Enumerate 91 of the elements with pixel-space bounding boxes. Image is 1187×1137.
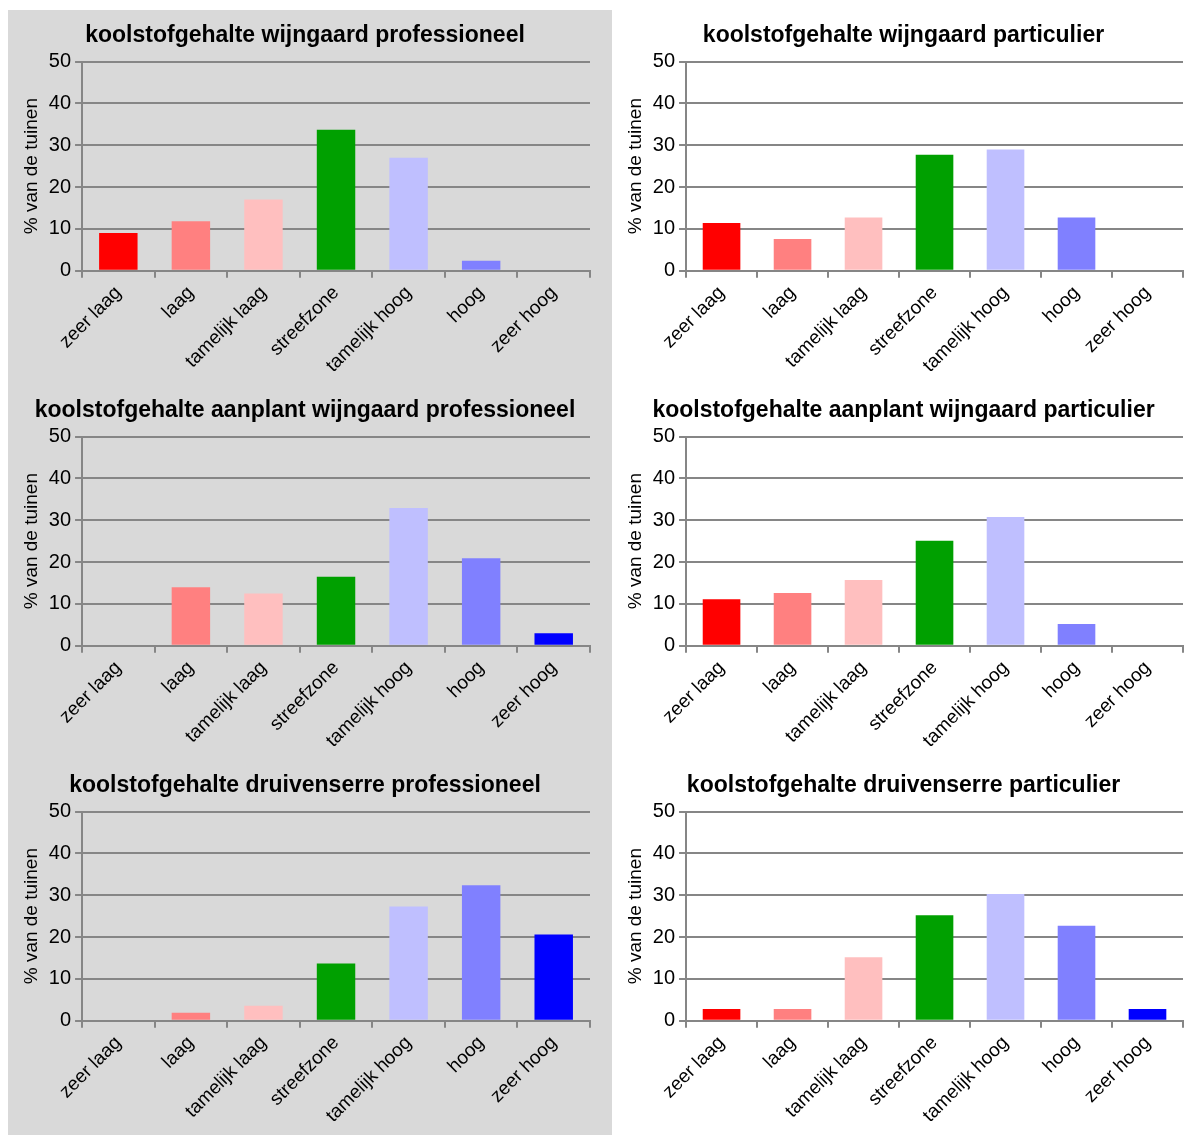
bar bbox=[915, 154, 954, 270]
bar bbox=[99, 233, 138, 270]
y-tick-label: 30 bbox=[652, 132, 676, 155]
bar bbox=[915, 540, 954, 645]
bar bbox=[461, 885, 501, 1020]
bar bbox=[1057, 217, 1096, 270]
y-tick-label: 50 bbox=[48, 49, 72, 72]
bar bbox=[915, 915, 954, 1020]
bar bbox=[461, 260, 501, 270]
bar bbox=[702, 599, 741, 645]
y-tick-label: 0 bbox=[59, 1008, 72, 1031]
y-tick-label: 20 bbox=[48, 174, 72, 197]
y-tick-label: 0 bbox=[59, 633, 72, 656]
bar bbox=[844, 217, 883, 270]
bar bbox=[461, 558, 501, 645]
y-tick-label: 40 bbox=[652, 840, 676, 863]
y-tick-label: 10 bbox=[652, 591, 676, 614]
bar bbox=[844, 580, 883, 645]
bar bbox=[986, 893, 1025, 1020]
bar bbox=[171, 221, 211, 270]
bar bbox=[244, 199, 283, 270]
bar bbox=[773, 593, 812, 645]
bar bbox=[1057, 623, 1096, 645]
y-axis-title: % van de tuinen bbox=[623, 848, 645, 985]
x-tick-label: laag bbox=[758, 281, 800, 322]
y-tick-label: 40 bbox=[652, 90, 676, 113]
chart-title: koolstofgehalte wijngaard particulier bbox=[702, 21, 1105, 48]
y-tick-label: 0 bbox=[663, 258, 676, 281]
y-tick-label: 30 bbox=[652, 507, 676, 530]
y-tick-label: 30 bbox=[48, 507, 72, 530]
y-axis-title: % van de tuinen bbox=[19, 848, 41, 985]
bar bbox=[702, 1009, 741, 1020]
x-tick-label: laag bbox=[758, 1031, 800, 1072]
y-tick-label: 20 bbox=[48, 549, 72, 572]
bar bbox=[171, 587, 211, 645]
y-tick-label: 20 bbox=[48, 924, 72, 947]
bar bbox=[986, 516, 1025, 645]
bar bbox=[534, 934, 573, 1020]
y-tick-label: 50 bbox=[652, 424, 676, 447]
bar bbox=[534, 633, 573, 645]
y-tick-label: 0 bbox=[59, 258, 72, 281]
y-tick-label: 40 bbox=[48, 840, 72, 863]
bar bbox=[773, 1009, 812, 1020]
chart-title: koolstofgehalte druivenserre particulier bbox=[686, 771, 1121, 798]
y-tick-label: 20 bbox=[652, 549, 676, 572]
bar bbox=[844, 957, 883, 1020]
y-axis-title: % van de tuinen bbox=[19, 473, 41, 610]
y-tick-label: 30 bbox=[48, 132, 72, 155]
y-axis-title: % van de tuinen bbox=[19, 98, 41, 235]
y-tick-label: 10 bbox=[652, 966, 676, 989]
y-tick-label: 30 bbox=[652, 882, 676, 905]
y-tick-label: 40 bbox=[652, 465, 676, 488]
bar bbox=[244, 593, 283, 645]
y-tick-label: 0 bbox=[663, 1008, 676, 1031]
bar bbox=[986, 149, 1025, 270]
y-tick-label: 10 bbox=[48, 216, 72, 239]
bar bbox=[244, 1005, 283, 1020]
bar bbox=[1057, 925, 1096, 1020]
bar bbox=[389, 157, 428, 270]
bar bbox=[702, 223, 741, 270]
bar bbox=[389, 906, 428, 1020]
bar bbox=[316, 963, 356, 1020]
chart-title: koolstofgehalte druivenserre professioneel bbox=[69, 771, 541, 798]
y-axis-title: % van de tuinen bbox=[623, 473, 645, 610]
x-tick-label: laag bbox=[758, 656, 800, 697]
y-tick-label: 40 bbox=[48, 90, 72, 113]
bar bbox=[316, 576, 356, 645]
y-tick-label: 30 bbox=[48, 882, 72, 905]
bar bbox=[1128, 1009, 1167, 1020]
chart-title: koolstofgehalte aanplant wijngaard professioneel bbox=[34, 396, 576, 423]
y-tick-label: 20 bbox=[652, 174, 676, 197]
y-tick-label: 20 bbox=[652, 924, 676, 947]
y-tick-label: 10 bbox=[48, 591, 72, 614]
y-tick-label: 10 bbox=[652, 216, 676, 239]
bar bbox=[316, 129, 356, 270]
x-tick-label: laag bbox=[157, 1031, 198, 1072]
y-axis-title: % van de tuinen bbox=[623, 98, 645, 235]
x-tick-label: laag bbox=[157, 656, 198, 697]
chart-title: koolstofgehalte aanplant wijngaard particulier bbox=[652, 396, 1155, 423]
bar bbox=[389, 508, 428, 645]
y-tick-label: 10 bbox=[48, 966, 72, 989]
bar bbox=[171, 1012, 211, 1020]
chart-title: koolstofgehalte wijngaard professioneel bbox=[85, 21, 525, 48]
bar bbox=[773, 238, 812, 270]
y-tick-label: 50 bbox=[652, 799, 676, 822]
y-tick-label: 50 bbox=[48, 799, 72, 822]
x-tick-label: laag bbox=[157, 281, 198, 322]
y-tick-label: 40 bbox=[48, 465, 72, 488]
y-tick-label: 50 bbox=[48, 424, 72, 447]
y-tick-label: 0 bbox=[663, 633, 676, 656]
y-tick-label: 50 bbox=[652, 49, 676, 72]
